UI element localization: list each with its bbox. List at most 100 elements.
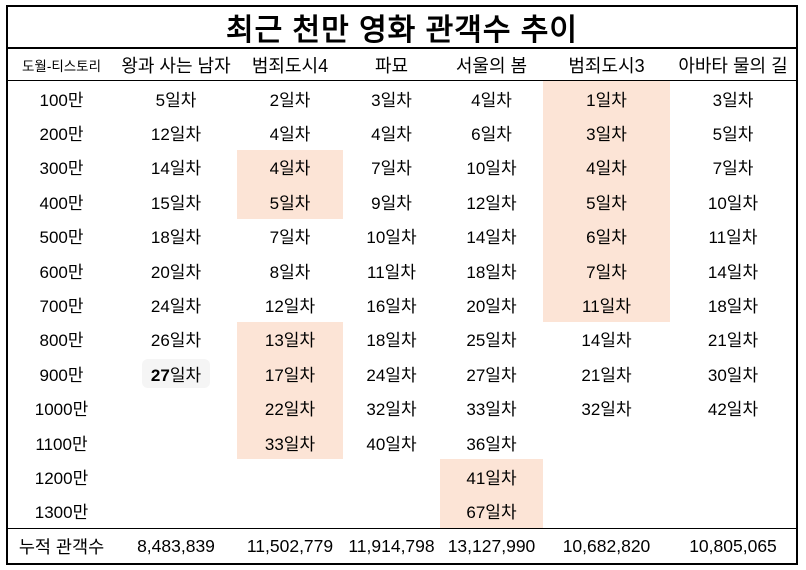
table-cell bbox=[543, 459, 670, 493]
row-label: 1300만 bbox=[34, 503, 89, 523]
row-label: 400만 bbox=[39, 193, 84, 213]
table-cell: 12일차 bbox=[264, 297, 316, 317]
table-cell: 3일차 bbox=[543, 115, 670, 150]
table-cell: 13일차 bbox=[237, 321, 343, 357]
table-cell: 7일차 bbox=[543, 252, 670, 288]
table-cell bbox=[115, 391, 237, 425]
row-label: 700만 bbox=[39, 297, 84, 317]
table-cell: 20일차 bbox=[466, 297, 517, 317]
table-cell: 7일차 bbox=[269, 228, 311, 248]
table-cell: 18일차 bbox=[466, 262, 517, 282]
table-cell bbox=[670, 494, 796, 528]
column-header-movie-3: 파묘 bbox=[374, 55, 409, 76]
table-cell: 10일차 bbox=[366, 228, 417, 248]
table-cell: 6일차 bbox=[543, 218, 670, 253]
table-row: 1300만 67일차 bbox=[8, 493, 796, 529]
table-cell bbox=[237, 459, 343, 493]
footer-total-movie-6: 10,805,065 bbox=[689, 536, 777, 557]
table-row: 100만 5일차 2일차 3일차 4일차 1일차 3일차 bbox=[8, 81, 796, 116]
table-cell: 67일차 bbox=[440, 493, 543, 529]
column-header-movie-2: 범죄도시4 bbox=[251, 55, 329, 76]
footer-total-movie-5: 10,682,820 bbox=[562, 536, 651, 557]
table-footer-row: 누적 관객수 8,483,839 11,502,779 11,914,798 1… bbox=[8, 528, 796, 563]
table-cell: 14일차 bbox=[707, 262, 759, 282]
table-row: 800만 26일차 13일차 18일차 25일차 14일차 21일차 bbox=[8, 321, 796, 357]
table-cell: 41일차 bbox=[440, 459, 543, 494]
table-cell: 4일차 bbox=[471, 90, 512, 110]
table-cell: 26일차 bbox=[150, 331, 202, 351]
table-cell: 27일차 bbox=[466, 365, 517, 385]
table-cell: 10일차 bbox=[466, 159, 517, 179]
table-cell: 36일차 bbox=[466, 434, 517, 454]
column-header-movie-4: 서울의 봄 bbox=[455, 55, 528, 76]
table-cell: 20일차 bbox=[150, 262, 202, 282]
table-cell: 18일차 bbox=[150, 228, 202, 248]
row-label: 600만 bbox=[39, 262, 84, 282]
footer-total-movie-2: 11,502,779 bbox=[246, 536, 334, 557]
row-label: 1100만 bbox=[35, 434, 88, 454]
table-header-row: 도월-티스토리 왕과 사는 남자 범죄도시4 파묘 서울의 봄 범죄도시3 아바… bbox=[8, 49, 796, 81]
footer-label: 누적 관객수 bbox=[18, 537, 105, 558]
row-label: 1000만 bbox=[34, 400, 89, 420]
table-row: 1200만 41일차 bbox=[8, 459, 796, 494]
table-cell: 9일차 bbox=[371, 193, 412, 213]
table-cell: 21일차 bbox=[707, 331, 759, 351]
table-cell bbox=[115, 494, 237, 528]
table-cell bbox=[343, 459, 440, 493]
table-row: 500만 18일차 7일차 10일차 14일차 6일차 11일차 bbox=[8, 218, 796, 253]
table-cell: 4일차 bbox=[237, 149, 343, 185]
table-cell: 24일차 bbox=[150, 297, 202, 317]
table-cell: 14일차 bbox=[581, 331, 632, 351]
row-label: 300만 bbox=[39, 159, 84, 179]
table-cell: 6일차 bbox=[471, 125, 512, 145]
table-body: 100만 5일차 2일차 3일차 4일차 1일차 3일차 200만 12일차 4일차 4일차 6일차 3… bbox=[8, 81, 796, 529]
table-cell bbox=[343, 494, 440, 528]
table-cell: 5일차 bbox=[712, 125, 754, 145]
table-cell: 4일차 bbox=[543, 149, 670, 185]
table-cell: 3일차 bbox=[371, 90, 412, 110]
row-label: 100만 bbox=[39, 90, 84, 110]
table-cell: 10일차 bbox=[707, 193, 759, 213]
row-label: 200만 bbox=[39, 125, 84, 145]
table-cell: 1일차 bbox=[543, 81, 670, 116]
row-label: 900만 bbox=[39, 365, 84, 385]
table-cell: 11일차 bbox=[543, 287, 670, 322]
table-cell: 18일차 bbox=[366, 331, 417, 351]
column-header-movie-1: 왕과 사는 남자 bbox=[121, 55, 231, 76]
source-label: 도월-티스토리 bbox=[21, 58, 101, 74]
table-row: 1100만 33일차 40일차 36일차 bbox=[8, 424, 796, 460]
table-cell: 5일차 bbox=[543, 184, 670, 219]
emphasized-cell-value: 27일차 bbox=[141, 358, 211, 388]
table-cell: 11일차 bbox=[367, 262, 416, 282]
table-cell bbox=[115, 425, 237, 459]
table-cell bbox=[670, 425, 796, 459]
table-cell: 27일차 bbox=[115, 356, 237, 390]
audience-trend-table: 최근 천만 영화 관객수 추이 도월-티스토리 왕과 사는 남자 범죄도시4 파… bbox=[6, 5, 798, 565]
table-row: 900만 27일차 17일차 24일차 27일차 21일차 30일차 bbox=[8, 356, 796, 391]
table-cell: 14일차 bbox=[466, 228, 517, 248]
footer-total-movie-4: 13,127,990 bbox=[447, 536, 536, 557]
footer-total-movie-1: 8,483,839 bbox=[137, 536, 215, 557]
table-cell: 5일차 bbox=[237, 184, 343, 219]
table-cell: 15일차 bbox=[150, 193, 202, 213]
table-cell: 18일차 bbox=[707, 297, 759, 317]
table-cell: 12일차 bbox=[466, 193, 517, 213]
table-cell: 17일차 bbox=[237, 356, 343, 391]
table-cell: 7일차 bbox=[371, 159, 412, 179]
table-row: 200만 12일차 4일차 4일차 6일차 3일차 5일차 bbox=[8, 115, 796, 150]
table-cell: 30일차 bbox=[707, 365, 759, 385]
table-row: 400만 15일차 5일차 9일차 12일차 5일차 10일차 bbox=[8, 184, 796, 219]
table-cell: 16일차 bbox=[366, 297, 417, 317]
table-cell: 24일차 bbox=[366, 365, 417, 385]
table-cell bbox=[237, 494, 343, 528]
table-cell: 40일차 bbox=[366, 434, 417, 454]
table-cell: 2일차 bbox=[269, 90, 311, 110]
table-cell bbox=[543, 494, 670, 528]
table-cell: 21일차 bbox=[581, 365, 632, 385]
table-cell bbox=[670, 459, 796, 493]
column-header-movie-5: 범죄도시3 bbox=[568, 55, 645, 76]
table-cell: 25일차 bbox=[466, 331, 517, 351]
row-label: 500만 bbox=[39, 228, 84, 248]
table-row: 300만 14일차 4일차 7일차 10일차 4일차 7일차 bbox=[8, 149, 796, 185]
table-row: 600만 20일차 8일차 11일차 18일차 7일차 14일차 bbox=[8, 252, 796, 288]
